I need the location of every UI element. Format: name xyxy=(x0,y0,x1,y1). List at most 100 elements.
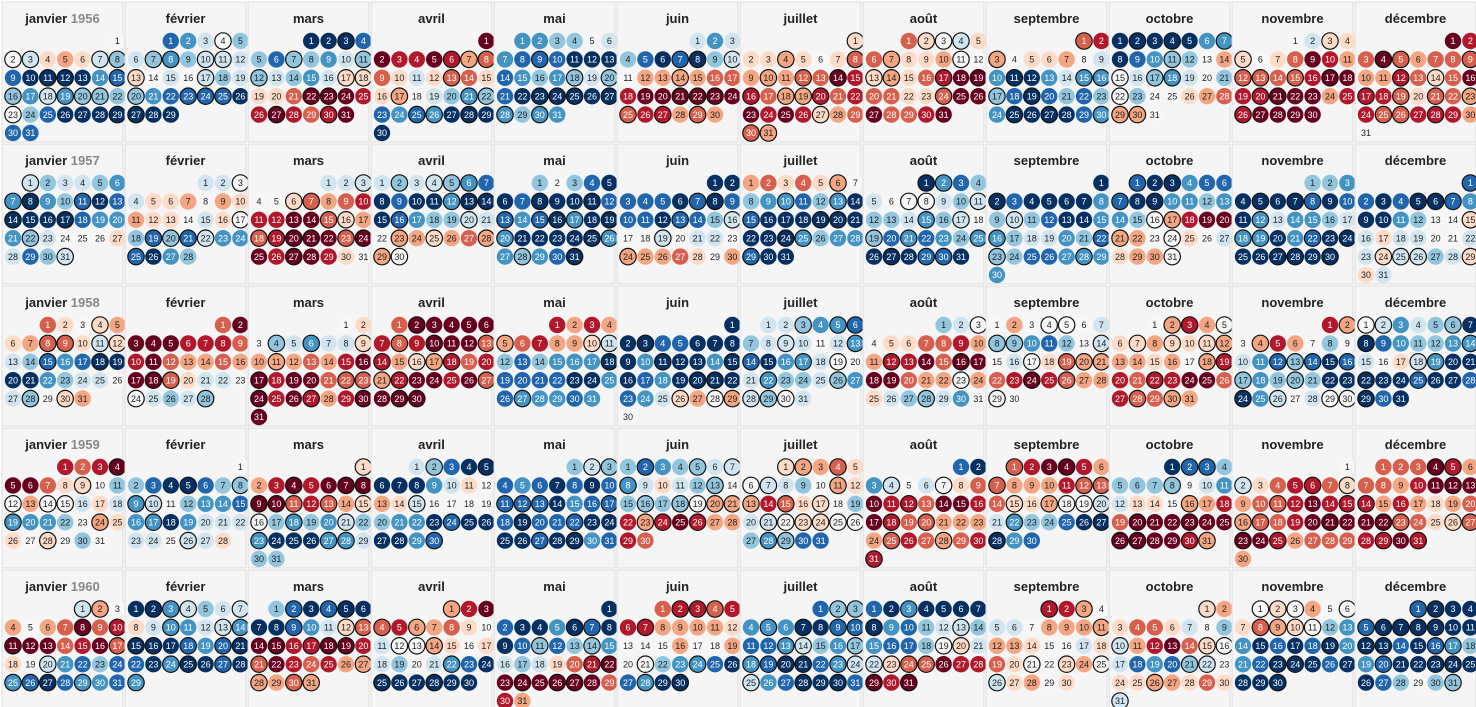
day-number: 21 xyxy=(973,641,983,651)
day-number: 9 xyxy=(1012,339,1017,349)
day-number: 11 xyxy=(887,499,896,509)
day-number: 8 xyxy=(309,55,314,65)
day-number: 24 xyxy=(1342,233,1352,243)
day-number: 24 xyxy=(235,233,245,243)
day-number: 21 xyxy=(640,659,650,669)
day-number: 20 xyxy=(358,641,368,651)
day-number: 29 xyxy=(1202,678,1212,688)
day-number: 21 xyxy=(1448,233,1458,243)
day-number: 16 xyxy=(1361,233,1371,243)
day-marker xyxy=(22,69,39,87)
month-name: janvier xyxy=(24,437,67,452)
day-number: 7 xyxy=(1029,623,1034,633)
day-number: 20 xyxy=(1062,233,1072,243)
day-marker xyxy=(1146,88,1164,105)
day-number: 27 xyxy=(1096,517,1106,527)
day-number: 21 xyxy=(324,375,334,385)
day-number: 19 xyxy=(95,215,105,225)
day-number: 10 xyxy=(358,197,368,207)
day-number: 30 xyxy=(1096,110,1106,120)
day-number: 23 xyxy=(1027,517,1037,527)
day-number: 3 xyxy=(449,462,454,472)
day-marker xyxy=(706,69,724,87)
day-number: 7 xyxy=(1398,623,1403,633)
day-number: 30 xyxy=(781,394,791,404)
day-number: 22 xyxy=(1132,233,1142,243)
day-number: 31 xyxy=(306,678,316,688)
day-marker xyxy=(302,87,320,105)
day-number: 7 xyxy=(730,462,735,472)
day-number: 24 xyxy=(25,110,35,120)
day-number: 8 xyxy=(1416,623,1421,633)
day-number: 16 xyxy=(500,659,510,669)
day-number: 27 xyxy=(869,110,879,120)
day-number: 26 xyxy=(183,536,193,546)
day-number: 3 xyxy=(1187,320,1192,330)
day-marker xyxy=(566,32,583,50)
day-number: 9 xyxy=(343,197,348,207)
day-number: 15 xyxy=(535,215,545,225)
day-number: 8 xyxy=(203,197,208,207)
day-number: 18 xyxy=(254,233,264,243)
day-number: 12 xyxy=(1431,339,1441,349)
day-number: 20 xyxy=(481,357,491,367)
month-title: mars xyxy=(293,295,324,310)
day-number: 21 xyxy=(1325,517,1335,527)
day-number: 21 xyxy=(1115,233,1125,243)
day-number: 2 xyxy=(1345,320,1350,330)
day-number: 19 xyxy=(850,499,860,509)
day-number: 13 xyxy=(675,215,685,225)
day-number: 13 xyxy=(1342,623,1352,633)
day-number: 30 xyxy=(763,252,773,262)
day-number: 5 xyxy=(1416,197,1421,207)
day-number: 19 xyxy=(1185,73,1195,83)
day-marker xyxy=(1163,32,1181,50)
day-number: 23 xyxy=(1308,91,1318,101)
day-marker xyxy=(39,106,56,123)
day-number: 7 xyxy=(466,55,471,65)
day-marker xyxy=(303,32,320,50)
day-number: 6 xyxy=(660,55,665,65)
day-number: 28 xyxy=(377,394,387,404)
day-number: 29 xyxy=(131,678,141,688)
day-marker xyxy=(759,124,778,142)
day-number: 20 xyxy=(570,659,580,669)
day-number: 5 xyxy=(28,623,33,633)
day-number: 1 xyxy=(80,604,85,614)
day-number: 21 xyxy=(1027,659,1037,669)
day-number: 29 xyxy=(623,536,633,546)
day-number: 2 xyxy=(976,462,981,472)
day-number: 27 xyxy=(1342,659,1352,669)
day-number: 14 xyxy=(254,641,264,651)
day-number: 24 xyxy=(763,110,773,120)
day-number: 23 xyxy=(535,91,545,101)
day-number: 23 xyxy=(235,375,245,385)
day-marker xyxy=(688,50,707,69)
day-number: 4 xyxy=(97,320,102,330)
day-marker xyxy=(1146,51,1164,68)
day-number: 18 xyxy=(587,215,597,225)
day-number: 1 xyxy=(537,178,542,188)
day-marker xyxy=(706,51,724,68)
day-number: 23 xyxy=(1325,233,1335,243)
day-marker xyxy=(319,105,338,124)
day-number: 29 xyxy=(1150,394,1160,404)
day-number: 28 xyxy=(235,659,245,669)
day-number: 25 xyxy=(623,110,633,120)
day-number: 18 xyxy=(1431,499,1441,509)
day-number: 16 xyxy=(78,499,88,509)
day-number: 31 xyxy=(587,394,597,404)
day-number: 8 xyxy=(63,481,68,491)
day-number: 4 xyxy=(589,178,594,188)
day-number: 10 xyxy=(235,197,245,207)
day-number: 6 xyxy=(449,55,454,65)
day-number: 12 xyxy=(833,339,843,349)
day-number: 4 xyxy=(712,604,717,614)
day-number: 28 xyxy=(1431,110,1441,120)
day-number: 17 xyxy=(904,641,914,651)
day-number: 14 xyxy=(1308,357,1318,367)
day-number: 28 xyxy=(886,110,896,120)
